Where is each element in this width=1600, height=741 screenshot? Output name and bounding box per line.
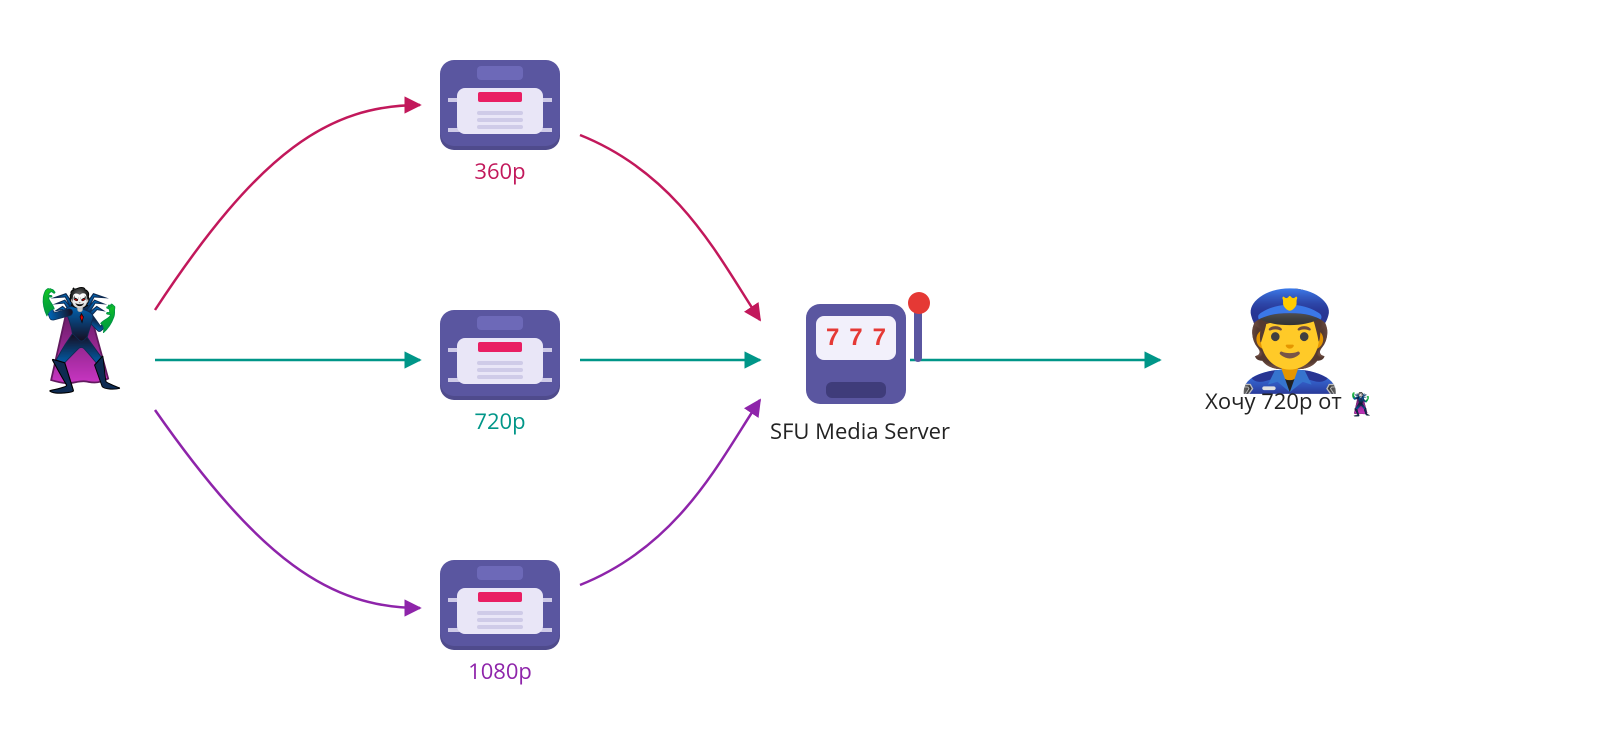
- slot-reel-digit: 7: [849, 324, 862, 352]
- supervillain-icon: 🦹: [20, 290, 140, 386]
- consumer-label: Хочу 720p от 🦹: [1160, 386, 1420, 416]
- slot-reel-digit: 7: [826, 324, 839, 352]
- diagram-stage: 🦹 360p 720p: [0, 0, 1600, 741]
- supervillain-icon: 🦹: [1347, 389, 1374, 419]
- vhs-icon: [440, 60, 560, 150]
- edge-p-1080: [155, 410, 420, 608]
- slot-reel-digit: 7: [873, 324, 886, 352]
- stream-1080-label: 1080p: [430, 656, 570, 686]
- stream-1080-node: 1080p: [430, 560, 570, 686]
- edge-p-360: [155, 105, 420, 310]
- edge-360-sfu: [580, 135, 760, 320]
- consumer-label-text: Хочу 720p от: [1205, 386, 1347, 416]
- stream-360-label: 360p: [430, 156, 570, 186]
- stream-360-node: 360p: [430, 60, 570, 186]
- police-officer-icon: 👮: [1160, 290, 1420, 386]
- slot-machine-icon: 7 7 7: [800, 290, 920, 410]
- stream-720-node: 720p: [430, 310, 570, 436]
- consumer-node: 👮 Хочу 720p от 🦹: [1160, 290, 1420, 416]
- stream-720-label: 720p: [430, 406, 570, 436]
- vhs-icon: [440, 310, 560, 400]
- sfu-node: 7 7 7 SFU Media Server: [770, 290, 950, 446]
- edge-1080-sfu: [580, 400, 760, 585]
- sfu-label: SFU Media Server: [770, 416, 950, 446]
- vhs-icon: [440, 560, 560, 650]
- producer-node: 🦹: [20, 290, 140, 386]
